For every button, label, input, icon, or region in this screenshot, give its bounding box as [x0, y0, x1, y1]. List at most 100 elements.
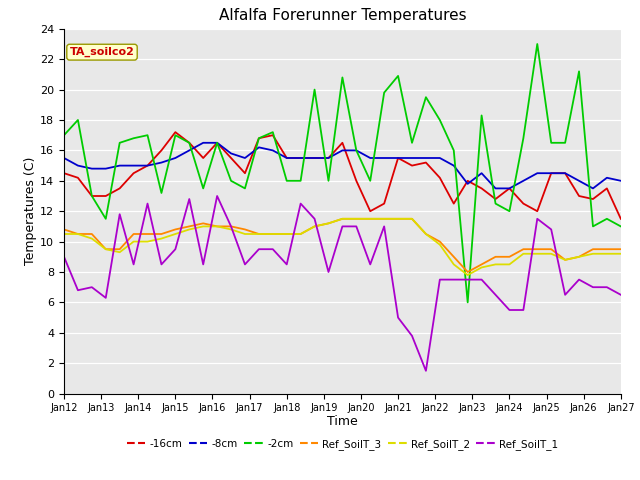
-16cm [324, 155, 332, 161]
Ref_SoilT_1 [617, 292, 625, 298]
-2cm [366, 178, 374, 184]
Line: -16cm: -16cm [64, 132, 621, 219]
Ref_SoilT_2 [561, 257, 569, 263]
Ref_SoilT_1 [297, 201, 305, 206]
-2cm [464, 300, 472, 305]
Ref_SoilT_3 [617, 246, 625, 252]
-2cm [339, 74, 346, 80]
-2cm [450, 147, 458, 153]
-16cm [366, 208, 374, 214]
Ref_SoilT_3 [74, 231, 82, 237]
-16cm [213, 140, 221, 146]
-16cm [561, 170, 569, 176]
Ref_SoilT_3 [380, 216, 388, 222]
-16cm [575, 193, 583, 199]
Ref_SoilT_2 [380, 216, 388, 222]
-8cm [60, 155, 68, 161]
Ref_SoilT_1 [575, 276, 583, 282]
Ref_SoilT_1 [60, 254, 68, 260]
-8cm [353, 147, 360, 153]
-16cm [408, 163, 416, 168]
Ref_SoilT_3 [227, 224, 235, 229]
-8cm [492, 186, 499, 192]
Ref_SoilT_1 [589, 284, 596, 290]
Ref_SoilT_1 [422, 368, 430, 374]
Ref_SoilT_1 [492, 292, 499, 298]
Ref_SoilT_2 [297, 231, 305, 237]
Ref_SoilT_3 [422, 231, 430, 237]
-16cm [492, 196, 499, 202]
Ref_SoilT_1 [310, 216, 318, 222]
Ref_SoilT_2 [617, 251, 625, 257]
Ref_SoilT_1 [227, 224, 235, 229]
Ref_SoilT_1 [534, 216, 541, 222]
-16cm [436, 175, 444, 180]
-8cm [366, 155, 374, 161]
Ref_SoilT_3 [561, 257, 569, 263]
Ref_SoilT_1 [603, 284, 611, 290]
Ref_SoilT_3 [200, 220, 207, 226]
Ref_SoilT_2 [575, 254, 583, 260]
-2cm [380, 90, 388, 96]
-16cm [394, 155, 402, 161]
-2cm [283, 178, 291, 184]
-8cm [102, 166, 109, 171]
-2cm [88, 193, 96, 199]
Line: Ref_SoilT_3: Ref_SoilT_3 [64, 219, 621, 272]
-8cm [547, 170, 555, 176]
X-axis label: Time: Time [327, 415, 358, 428]
Ref_SoilT_3 [366, 216, 374, 222]
-16cm [589, 196, 596, 202]
-8cm [617, 178, 625, 184]
-16cm [269, 132, 276, 138]
Ref_SoilT_2 [589, 251, 596, 257]
Ref_SoilT_3 [186, 224, 193, 229]
Ref_SoilT_3 [464, 269, 472, 275]
Ref_SoilT_3 [408, 216, 416, 222]
-8cm [283, 155, 291, 161]
-16cm [603, 186, 611, 192]
Line: Ref_SoilT_2: Ref_SoilT_2 [64, 219, 621, 275]
-16cm [255, 135, 263, 141]
Ref_SoilT_1 [464, 276, 472, 282]
Ref_SoilT_1 [436, 276, 444, 282]
-16cm [186, 140, 193, 146]
Ref_SoilT_1 [520, 307, 527, 313]
-16cm [450, 201, 458, 206]
Ref_SoilT_2 [241, 231, 249, 237]
Ref_SoilT_3 [534, 246, 541, 252]
Ref_SoilT_3 [255, 231, 263, 237]
Ref_SoilT_2 [324, 220, 332, 226]
Ref_SoilT_3 [603, 246, 611, 252]
-2cm [143, 132, 151, 138]
-8cm [269, 147, 276, 153]
-2cm [353, 147, 360, 153]
-8cm [130, 163, 138, 168]
Ref_SoilT_2 [339, 216, 346, 222]
-8cm [436, 155, 444, 161]
-16cm [520, 201, 527, 206]
Ref_SoilT_3 [130, 231, 138, 237]
-16cm [143, 163, 151, 168]
Ref_SoilT_3 [394, 216, 402, 222]
Ref_SoilT_1 [353, 224, 360, 229]
Line: -8cm: -8cm [64, 143, 621, 189]
-16cm [88, 193, 96, 199]
-16cm [227, 155, 235, 161]
-8cm [143, 163, 151, 168]
-16cm [172, 129, 179, 135]
Ref_SoilT_2 [464, 272, 472, 278]
-2cm [172, 132, 179, 138]
Ref_SoilT_1 [394, 315, 402, 321]
Ref_SoilT_2 [366, 216, 374, 222]
-8cm [324, 155, 332, 161]
-16cm [339, 140, 346, 146]
-16cm [464, 178, 472, 184]
Ref_SoilT_3 [506, 254, 513, 260]
-8cm [339, 147, 346, 153]
Ref_SoilT_3 [157, 231, 165, 237]
Ref_SoilT_2 [60, 231, 68, 237]
-2cm [506, 208, 513, 214]
-8cm [561, 170, 569, 176]
-2cm [324, 178, 332, 184]
